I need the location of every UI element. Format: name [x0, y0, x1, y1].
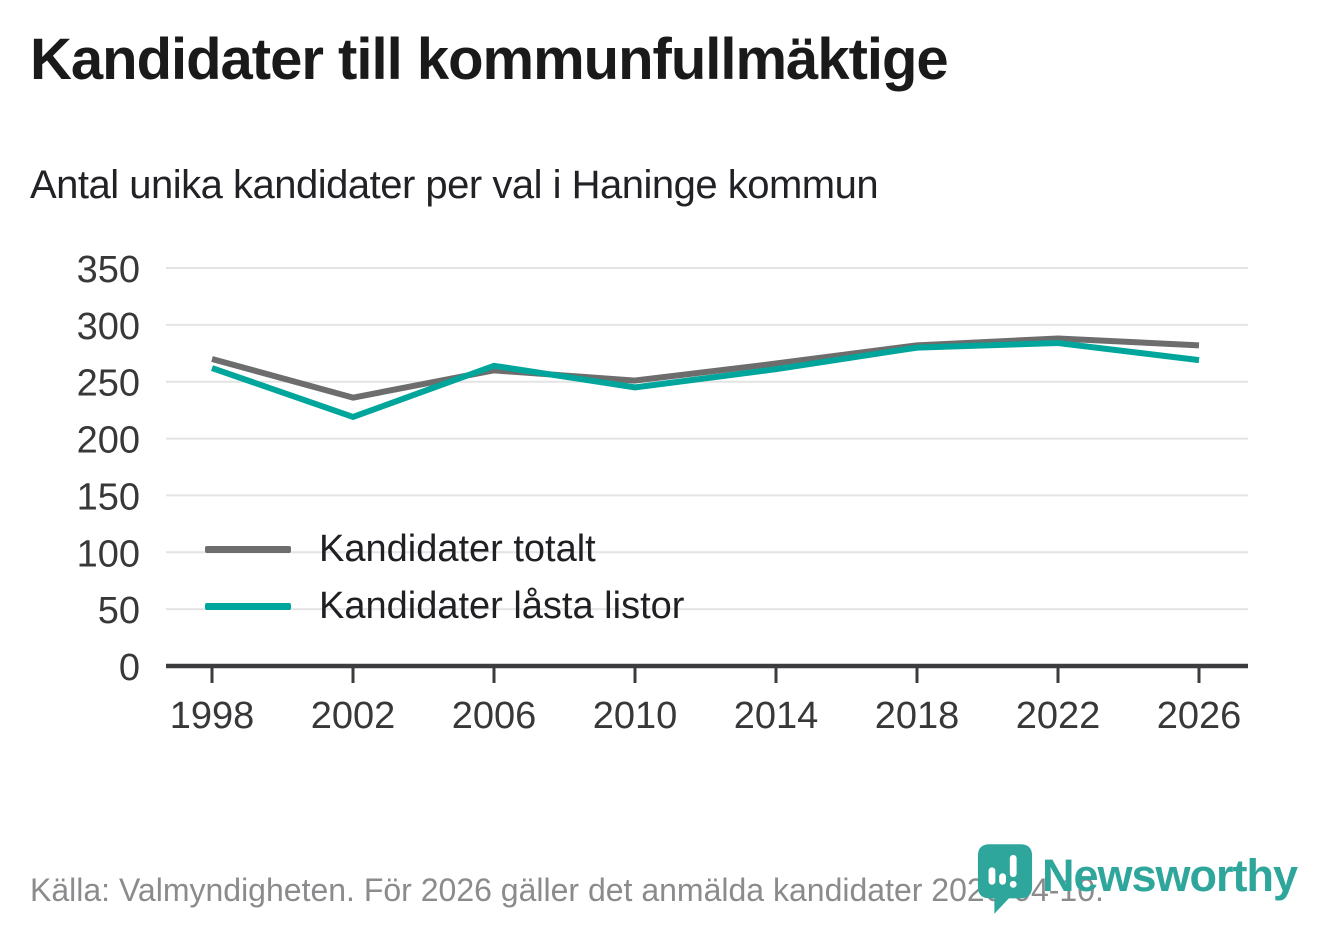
y-axis-labels: 0 50 100 150 200 250 300 350 — [77, 249, 140, 689]
legend-label-lasta-listor: Kandidater låsta listor — [319, 585, 685, 627]
gridlines — [166, 267, 1248, 611]
logo-exclamation-bar — [1009, 854, 1017, 878]
logo-exclamation-dot — [1009, 880, 1017, 888]
series-lines — [211, 335, 1200, 420]
newsworthy-pin-barchart-icon — [977, 844, 1033, 914]
legend-swatch-totalt — [205, 546, 291, 553]
page-title: Kandidater till kommunfullmäktige — [30, 27, 949, 92]
x-tick-label: 2022 — [1016, 695, 1101, 737]
x-tick-label: 2014 — [734, 695, 819, 737]
y-tick-label: 100 — [77, 533, 140, 575]
y-tick-label: 350 — [77, 249, 140, 291]
series-line-0 — [211, 335, 1200, 401]
legend: Kandidater totalt Kandidater låsta listo… — [205, 521, 684, 635]
x-tick-label: 2026 — [1157, 695, 1242, 737]
y-tick-label: 50 — [98, 590, 140, 632]
y-tick-label: 300 — [77, 306, 140, 348]
series-line-1 — [211, 340, 1200, 420]
x-tick-label: 2006 — [452, 695, 537, 737]
logo-bar-short — [988, 867, 996, 885]
x-axis-labels: 1998 2002 2006 2010 2014 2018 2022 2026 — [170, 695, 1242, 737]
x-tick-label: 2010 — [593, 695, 678, 737]
x-tick-label: 2018 — [875, 695, 960, 737]
source-note: Källa: Valmyndigheten. För 2026 gäller d… — [30, 872, 1104, 908]
logo-bar-tiny — [999, 873, 1006, 885]
x-tick-label: 2002 — [311, 695, 396, 737]
y-tick-label: 0 — [119, 647, 140, 689]
page-subtitle: Antal unika kandidater per val i Haninge… — [30, 163, 879, 207]
legend-swatch-lasta-listor — [205, 603, 291, 610]
legend-label-totalt: Kandidater totalt — [319, 528, 596, 570]
legend-item-totalt: Kandidater totalt — [205, 521, 684, 578]
y-tick-label: 250 — [77, 363, 140, 405]
y-tick-label: 150 — [77, 476, 140, 518]
brand-wordmark: Newsworthy — [1042, 850, 1298, 901]
y-tick-label: 200 — [77, 420, 140, 462]
x-tick-label: 1998 — [170, 695, 255, 737]
x-axis-ticks — [210, 668, 1201, 683]
legend-item-lasta-listor: Kandidater låsta listor — [205, 578, 684, 635]
